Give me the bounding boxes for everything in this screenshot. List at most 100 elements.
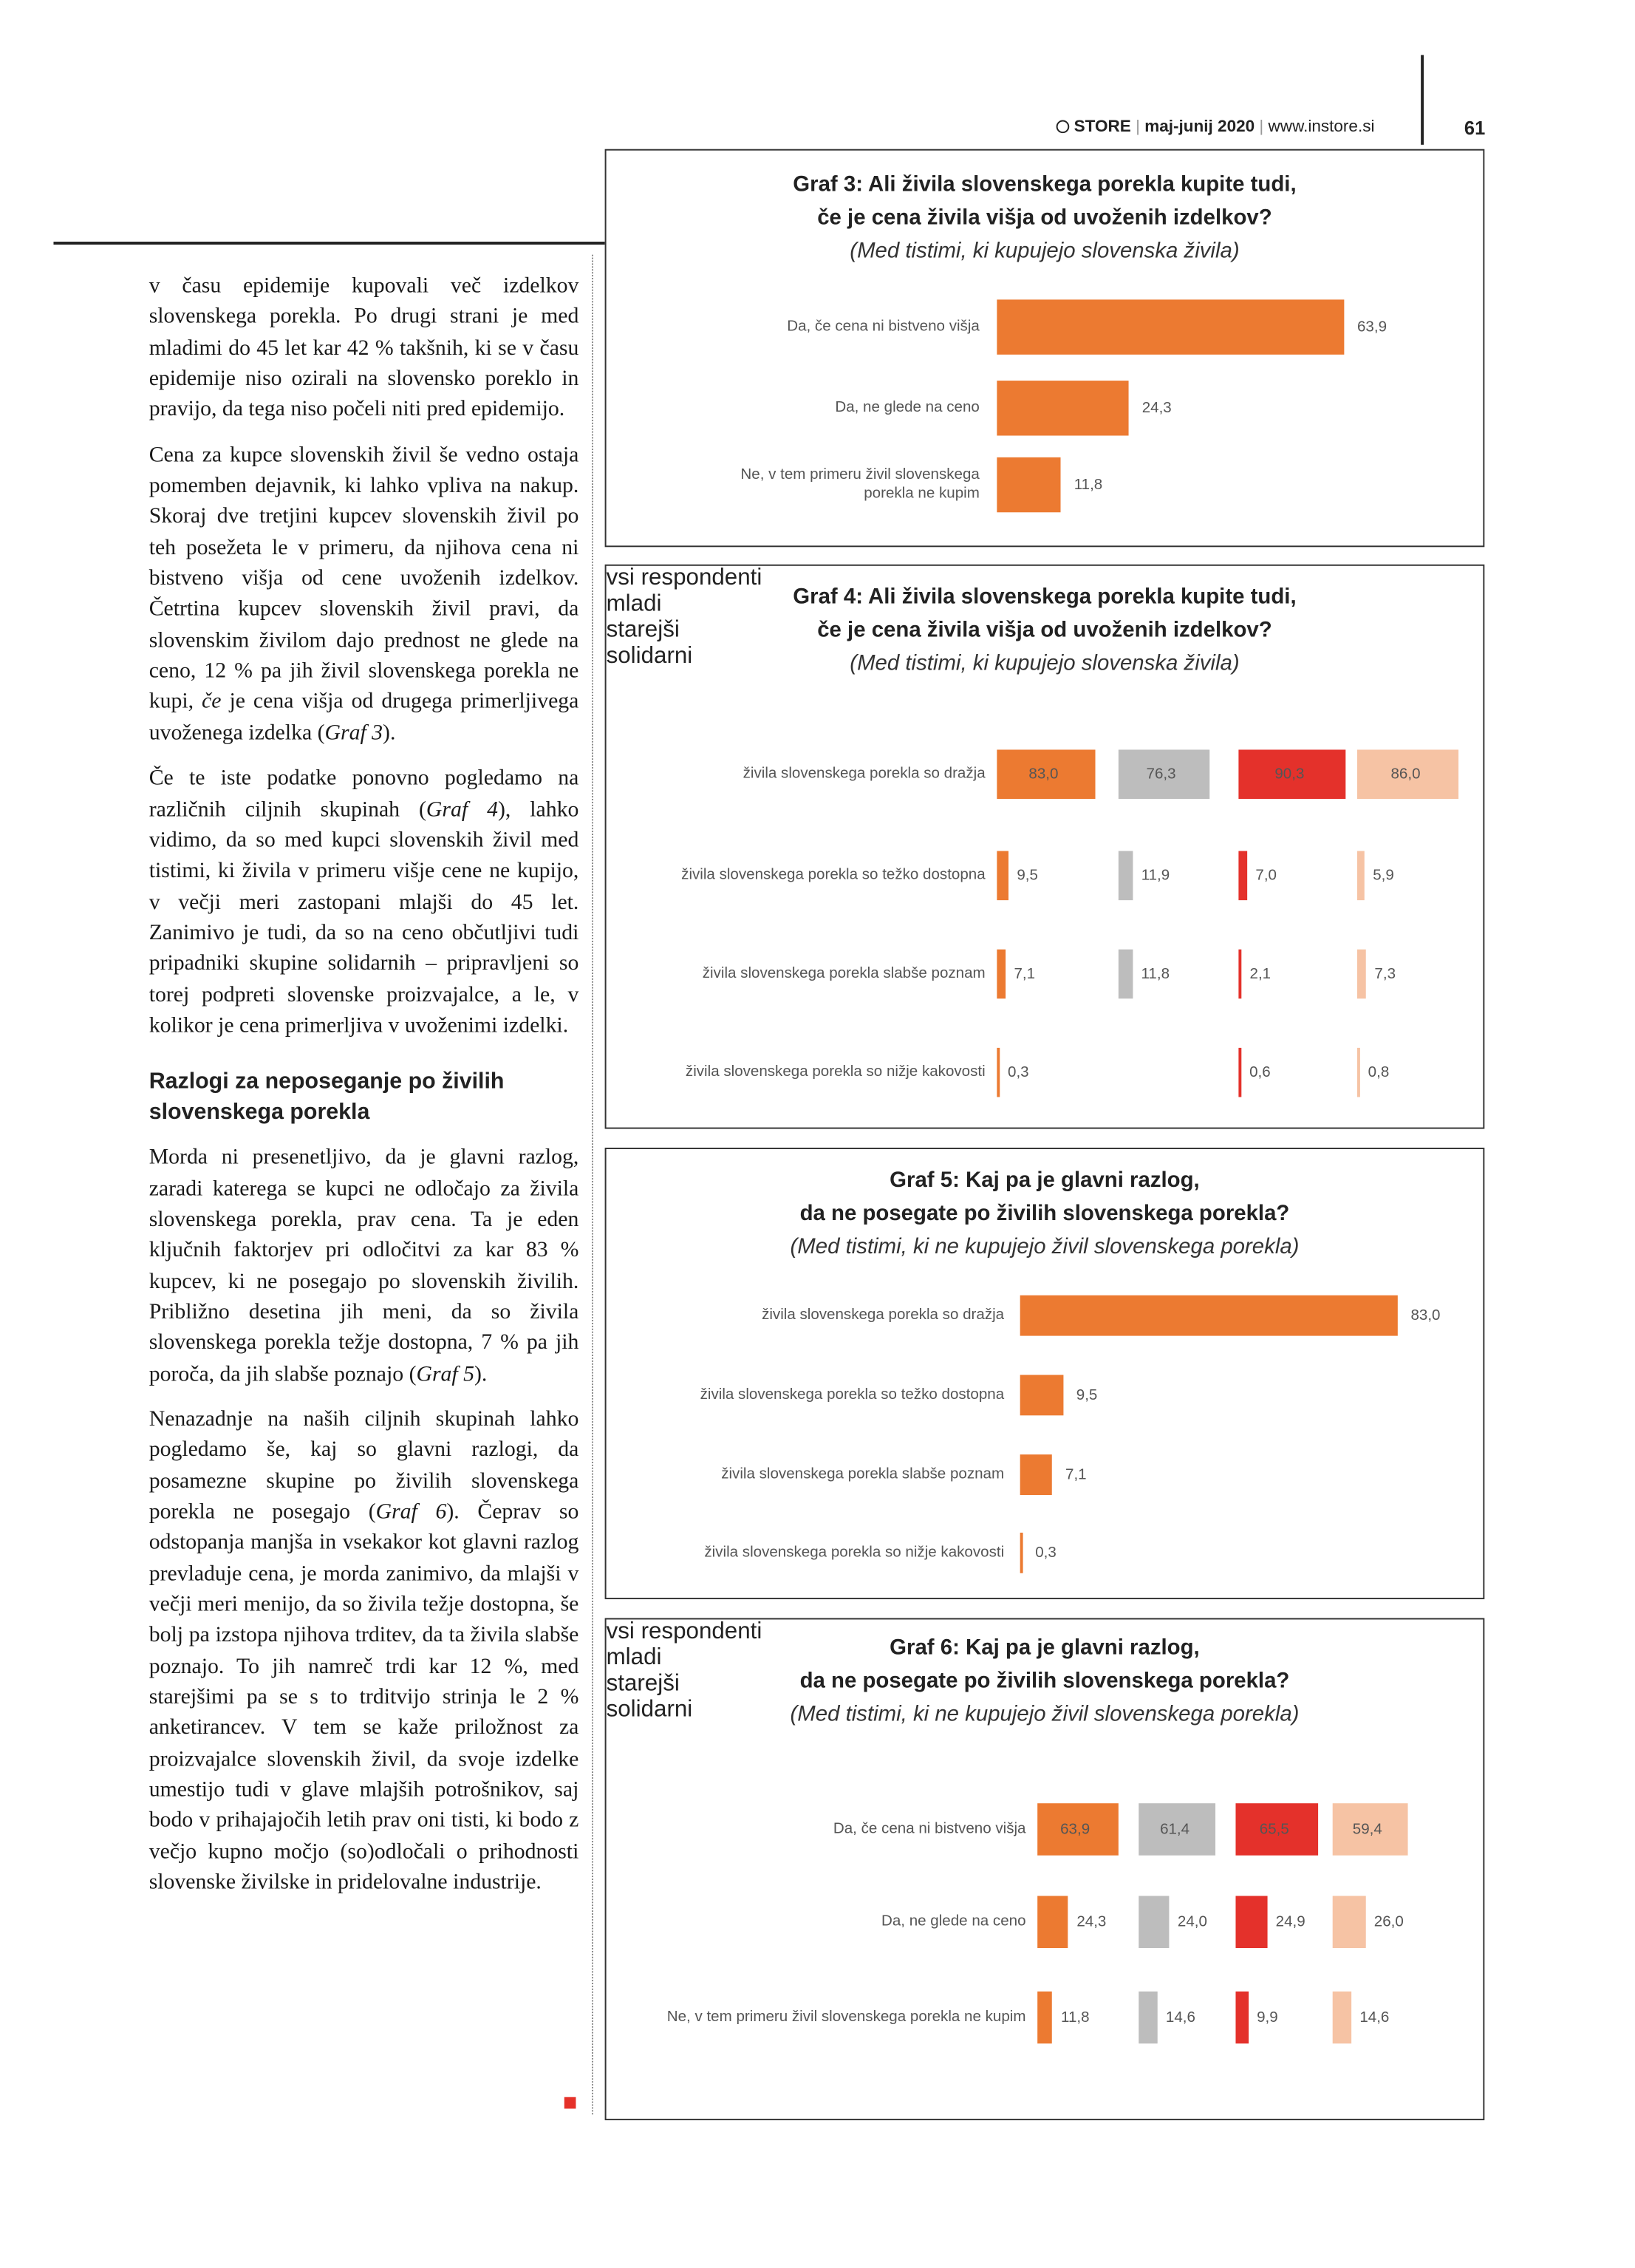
legend-item: solidarni <box>607 644 1484 670</box>
page-number: 61 <box>1464 117 1486 140</box>
value-label: 63,9 <box>1356 318 1387 336</box>
value-label: 24,0 <box>1177 1913 1207 1931</box>
emphasis: če <box>202 689 222 715</box>
value-label: 26,0 <box>1373 1913 1404 1931</box>
value-label: 0,8 <box>1368 1063 1390 1081</box>
bar <box>997 457 1062 513</box>
legend-label: starejši <box>606 1671 680 1697</box>
category-label: živila slovenskega porekla so nižje kako… <box>685 1063 986 1080</box>
value-label: 2,1 <box>1249 965 1272 983</box>
value-label: 63,9 <box>1060 1820 1090 1839</box>
website: www.instore.si <box>1268 118 1375 137</box>
value-label: 59,4 <box>1352 1820 1382 1839</box>
legend-label: starejši <box>606 618 680 643</box>
value-label: 7,3 <box>1374 965 1396 983</box>
bar <box>1020 1295 1398 1336</box>
category-label: živila slovenskega porekla so težko dost… <box>681 866 986 884</box>
value-label: 11,9 <box>1141 867 1170 885</box>
legend-item: mladi <box>607 592 1484 618</box>
text-run: ). <box>383 720 396 746</box>
separator: | <box>1259 118 1269 137</box>
legend-label: vsi respondenti <box>606 565 762 591</box>
chart-box: Graf 5: Kaj pa je glavni razlog, da ne po… <box>604 1148 1485 1600</box>
chart-box: Graf 6: Kaj pa je glavni razlog, da ne po… <box>604 1618 1485 2121</box>
section-heading: Razlogi za neposeganje po živilih sloven… <box>149 1069 505 1126</box>
bar <box>1235 1896 1267 1949</box>
chart-title: da ne posegate po živilih slovenskega po… <box>799 1201 1290 1226</box>
bar <box>1238 949 1241 999</box>
paragraph: v času epidemije kupovali več izdelkov s… <box>149 270 579 425</box>
text-run: Če te iste podatke ponovno pogledamo na … <box>149 766 579 822</box>
paragraph: Nenazadnje na naših ciljnih skupinah lah… <box>149 1404 579 1898</box>
emphasis: Graf 5 <box>416 1361 475 1386</box>
bar <box>1037 1991 1053 2044</box>
value-label: 65,5 <box>1259 1820 1289 1839</box>
value-label: 7,1 <box>1065 1465 1087 1484</box>
paragraph: Morda ni presenetljivo, da je glavni raz… <box>149 1142 579 1389</box>
bar <box>1139 1991 1158 2044</box>
bar <box>1037 1896 1068 1949</box>
value-label: 9,5 <box>1017 867 1038 885</box>
value-label: 76,3 <box>1146 765 1176 783</box>
legend-label: mladi <box>606 1645 662 1671</box>
chart-subtitle: (Med tistimi, ki kupujejo slovenska živi… <box>850 239 1240 264</box>
bar <box>1020 1532 1023 1573</box>
bar <box>1238 749 1346 800</box>
bar <box>997 381 1130 436</box>
text-run: je cena višja od drugega primerljivega u… <box>149 689 579 746</box>
category-label: Ne, v tem primeru živil slovenskega pore… <box>666 2008 1026 2026</box>
value-label: 61,4 <box>1160 1820 1190 1839</box>
value-label: 0,3 <box>1035 1544 1057 1562</box>
header-rule <box>1421 55 1424 145</box>
value-label: 9,5 <box>1076 1386 1098 1404</box>
bar <box>1356 1047 1359 1097</box>
paragraph: Cena za kupce slovenskih živil še vedno … <box>149 440 579 749</box>
category-label: Da, če cena ni bistveno višja <box>787 317 980 336</box>
legend-label: mladi <box>606 591 662 617</box>
article-column: v času epidemije kupovali več izdelkov s… <box>149 270 579 1913</box>
value-label: 24,3 <box>1076 1913 1107 1931</box>
chart-box: Graf 4: Ali živila slovenskega porekla k… <box>604 564 1485 1129</box>
column-separator <box>591 254 593 2115</box>
value-label: 90,3 <box>1274 765 1305 783</box>
bar <box>997 1047 1000 1097</box>
category-label: živila slovenskega porekla so nižje kako… <box>704 1543 1005 1562</box>
chart-title: Graf 6: Kaj pa je glavni razlog, <box>890 1635 1200 1661</box>
logo-icon <box>1056 120 1070 134</box>
bar <box>1139 1803 1216 1856</box>
category-label: živila slovenskega porekla so težko dost… <box>700 1386 1005 1403</box>
value-label: 83,0 <box>1410 1307 1441 1324</box>
text-run: ). Čeprav so odstopanja manjša in vsekak… <box>149 1499 579 1895</box>
value-label: 14,6 <box>1165 2009 1195 2026</box>
category-label: živila slovenskega porekla slabše poznam <box>721 1465 1005 1483</box>
bar <box>997 749 1096 800</box>
value-label: 86,0 <box>1390 765 1421 783</box>
value-label: 83,0 <box>1028 765 1059 783</box>
end-mark <box>564 2097 576 2109</box>
column-rule <box>53 242 605 244</box>
bar <box>1020 1375 1064 1416</box>
bar <box>1238 851 1247 901</box>
legend-item: starejši <box>607 618 1484 644</box>
chart-box: Graf 3: Ali živila slovenskega porekla k… <box>604 149 1485 548</box>
bar <box>1356 749 1459 800</box>
bar <box>1118 749 1209 800</box>
bar <box>1356 851 1365 901</box>
chart-title: če je cena živila višja od uvoženih izde… <box>817 205 1272 231</box>
paragraph: Če te iste podatke ponovno pogledamo na … <box>149 763 579 1041</box>
bar <box>1238 1047 1241 1097</box>
bar <box>997 299 1345 355</box>
legend-item: vsi respondenti <box>607 566 1484 592</box>
text-run: Morda ni presenetljivo, da je glavni raz… <box>149 1145 579 1386</box>
chart-title: če je cena živila višja od uvoženih izde… <box>817 618 1272 643</box>
value-label: 11,8 <box>1061 2009 1090 2026</box>
bar <box>1235 1803 1319 1856</box>
legend-label: solidarni <box>606 644 693 669</box>
category-label: Da, ne glede na ceno <box>881 1913 1026 1930</box>
value-label: 24,3 <box>1141 399 1172 418</box>
bar <box>1332 1991 1351 2044</box>
value-label: 7,1 <box>1014 965 1036 983</box>
value-label: 7,0 <box>1255 867 1277 885</box>
category-label: živila slovenskega porekla slabše poznam <box>702 964 986 982</box>
